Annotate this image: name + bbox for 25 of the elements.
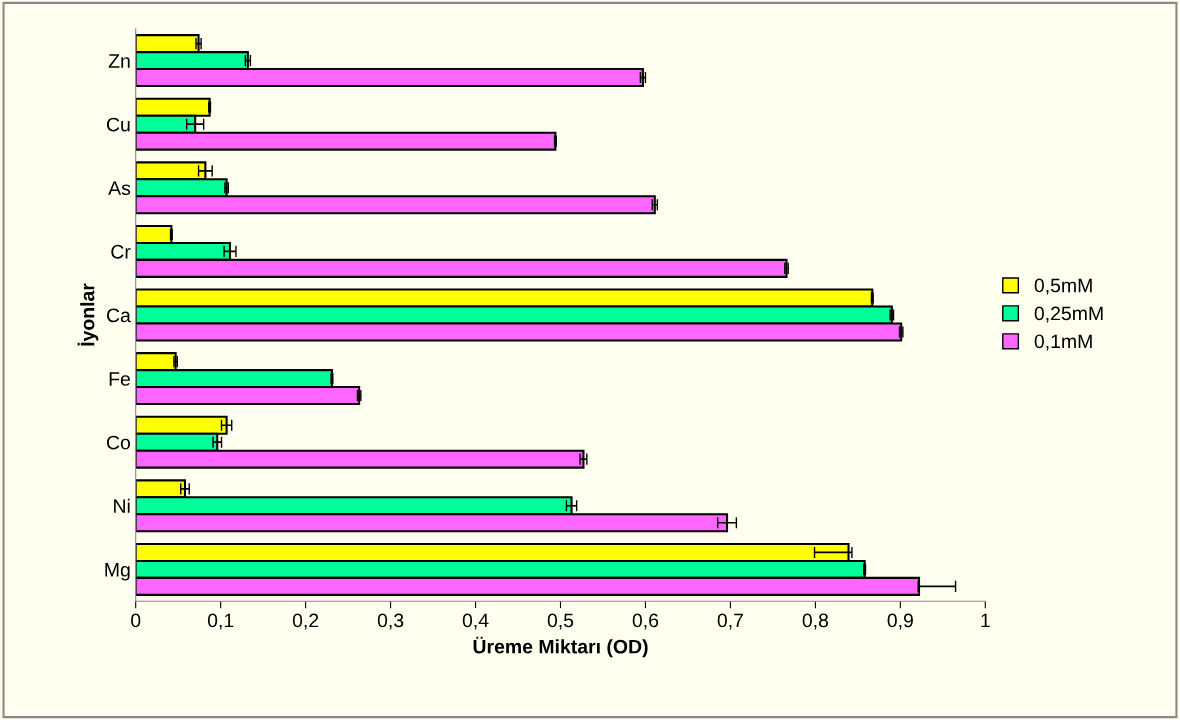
x-tick-label: 0,5 bbox=[547, 613, 574, 630]
x-tick-label: 0,4 bbox=[462, 613, 489, 630]
y-tick-label: Cr bbox=[111, 244, 131, 259]
x-tick-label: 1 bbox=[981, 613, 990, 628]
x-tick-label: 0,2 bbox=[292, 613, 319, 630]
x-tick-label: 0,1 bbox=[207, 613, 234, 630]
y-tick-label: Cu bbox=[106, 117, 130, 132]
y-tick-label: Zn bbox=[108, 54, 130, 68]
x-axis-title: Üreme Miktarı (OD) bbox=[473, 636, 648, 658]
y-tick-label: Mg bbox=[105, 563, 130, 581]
legend-label: 0,1mM bbox=[1034, 334, 1092, 351]
y-tick-label: Fe bbox=[109, 372, 130, 386]
x-tick-label: 0,3 bbox=[377, 613, 404, 630]
legend-label: 0,25mM bbox=[1034, 306, 1103, 323]
y-axis-title: İyonlar bbox=[77, 283, 99, 346]
y-tick-label: Co bbox=[106, 435, 131, 450]
y-tick-label: As bbox=[108, 181, 131, 196]
y-tick-label: Ni bbox=[114, 498, 130, 513]
x-tick-label: 0,7 bbox=[717, 613, 743, 630]
x-tick-label: 0 bbox=[131, 613, 141, 628]
x-tick-label: 0,9 bbox=[887, 613, 913, 630]
x-tick-label: 0,6 bbox=[632, 613, 659, 630]
legend-label: 0,5mM bbox=[1034, 278, 1092, 295]
x-tick-label: 0,8 bbox=[802, 613, 829, 630]
y-tick-label: Ca bbox=[106, 308, 131, 323]
